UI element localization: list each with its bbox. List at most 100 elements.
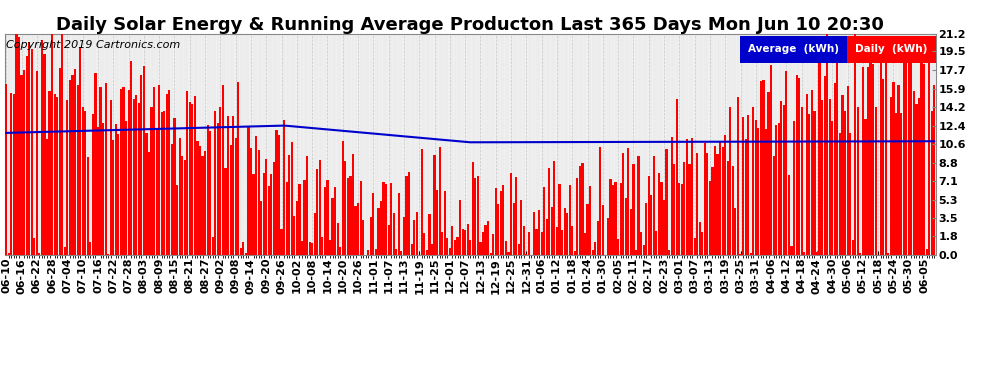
Bar [808,114,811,255]
Bar [255,136,257,255]
Bar [278,135,280,255]
Bar [34,238,36,255]
Bar [892,82,895,255]
Bar [39,253,41,255]
Bar [903,47,905,255]
Bar [316,170,319,255]
Bar [515,177,517,255]
Bar [783,105,785,255]
Bar [579,166,581,255]
Bar [288,154,290,255]
Bar [249,147,252,255]
Bar [597,221,599,255]
Bar [561,230,563,255]
Bar [23,70,25,255]
Bar [691,138,693,255]
Bar [663,200,665,255]
Bar [270,174,272,255]
Bar [566,213,568,255]
Bar [18,37,20,255]
Bar [369,217,372,255]
Bar [934,85,936,255]
Bar [183,160,186,255]
Bar [136,95,138,255]
Bar [357,203,359,255]
Bar [923,64,926,255]
Bar [115,124,117,255]
Bar [191,104,193,255]
Bar [451,226,453,255]
Bar [5,84,7,255]
Bar [826,34,829,255]
Bar [704,143,706,255]
Bar [469,240,471,255]
Bar [722,147,724,255]
Bar [477,176,479,255]
Bar [732,166,734,255]
Bar [576,178,578,255]
Bar [520,200,523,255]
Title: Daily Solar Energy & Running Average Producton Last 365 Days Mon Jun 10 20:30: Daily Solar Energy & Running Average Pro… [56,16,884,34]
Bar [581,163,583,255]
Bar [165,94,168,255]
Bar [701,232,703,255]
Text: Daily  (kWh): Daily (kWh) [855,44,928,54]
Bar [843,111,846,255]
Bar [673,164,675,255]
Bar [375,249,377,255]
Bar [222,85,224,255]
Bar [194,96,196,255]
Bar [421,149,423,255]
Bar [400,252,403,255]
Bar [744,140,746,255]
Bar [319,160,321,255]
Bar [706,153,709,255]
Bar [346,178,348,255]
Bar [322,237,324,255]
Bar [796,75,798,255]
Bar [788,175,790,255]
Bar [89,242,91,255]
Text: Copyright 2019 Cartronics.com: Copyright 2019 Cartronics.com [6,40,180,50]
Bar [181,156,183,255]
Bar [362,220,364,255]
Bar [851,240,853,255]
Bar [905,60,907,255]
Bar [186,91,188,255]
Bar [617,239,619,255]
Bar [260,201,262,255]
Bar [63,247,66,255]
Bar [309,242,311,255]
Bar [94,73,97,255]
Bar [429,214,431,255]
Bar [293,216,295,255]
Bar [217,123,219,255]
Bar [793,121,795,255]
Bar [8,254,10,255]
Bar [696,153,698,255]
Bar [66,100,68,255]
Bar [767,92,769,255]
Bar [110,100,112,255]
Bar [207,125,209,255]
Bar [645,203,647,255]
Bar [872,64,874,255]
Bar [754,120,757,255]
Bar [676,99,678,255]
Bar [928,48,931,255]
Bar [513,203,515,255]
Bar [508,252,510,255]
Bar [856,107,859,255]
Bar [900,113,902,255]
Bar [573,251,576,255]
Bar [225,168,227,255]
Bar [227,116,229,255]
Bar [688,164,691,255]
Bar [837,54,839,255]
Bar [479,242,481,255]
Bar [683,162,685,255]
Bar [178,138,181,255]
Bar [487,221,489,255]
Bar [252,174,254,255]
Bar [898,85,900,255]
